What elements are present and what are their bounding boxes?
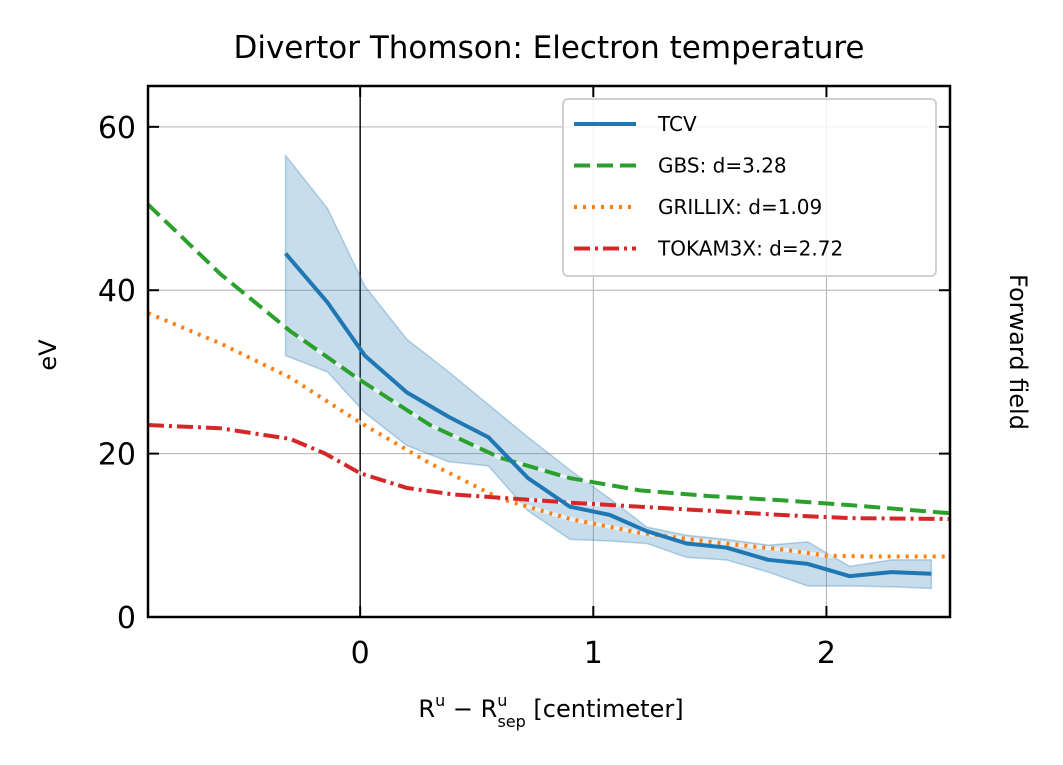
y-tick-label: 40	[98, 274, 136, 309]
legend-label-grillix: GRILLIX: d=1.09	[658, 195, 822, 219]
x-tick-label: 2	[817, 636, 836, 671]
tokam3x-series-line	[147, 423, 951, 521]
series-layer	[146, 203, 951, 579]
x-tick-label: 1	[584, 636, 603, 671]
plot-frame	[146, 84, 952, 619]
x-tick-labels: 0 1 2	[351, 636, 836, 671]
x-tick-label: 0	[351, 636, 370, 671]
gbs-series-line	[146, 203, 951, 516]
forward-field-label: Forward field	[1004, 274, 1032, 430]
legend: TCV GBS: d=3.28 GRILLIX: d=1.09 TOKAM3X: d=…	[562, 98, 937, 277]
legend-label-gbs: GBS: d=3.28	[658, 154, 787, 178]
y-tick-label: 20	[98, 438, 136, 473]
tcv-series-line	[284, 252, 932, 579]
legend-label-tokam3x: TOKAM3X: d=2.72	[657, 237, 843, 261]
tick-marks	[148, 86, 950, 618]
y-tick-label: 0	[117, 601, 136, 636]
x-axis-label: Ru − Ru sep [centimeter]	[418, 691, 683, 731]
tcv-uncertainty-band-layer	[284, 153, 933, 590]
y-axis-label: eV	[34, 339, 62, 371]
y-tick-labels: 0 20 40 60	[98, 111, 136, 636]
grillix-series-line	[147, 311, 950, 559]
chart-title: Divertor Thomson: Electron temperature	[233, 30, 864, 66]
y-tick-label: 60	[98, 111, 136, 146]
tcv-uncertainty-band	[284, 153, 933, 590]
legend-box	[562, 98, 937, 277]
legend-label-tcv: TCV	[657, 112, 697, 136]
